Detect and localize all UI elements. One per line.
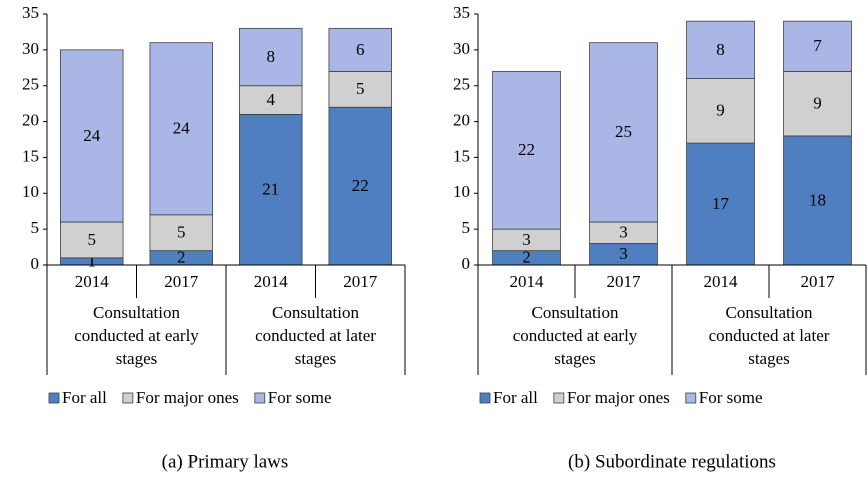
bar-segment <box>783 135 852 266</box>
y-tick-label: 5 <box>462 218 471 237</box>
data-label: 25 <box>615 122 632 141</box>
y-tick-label: 5 <box>31 218 40 237</box>
y-tick-label: 0 <box>462 254 471 273</box>
bar-segment <box>328 27 392 72</box>
legend-label: For some <box>268 388 332 407</box>
legend-label: For major ones <box>136 388 239 407</box>
y-tick-label: 20 <box>22 110 39 129</box>
bar-segment <box>783 70 852 137</box>
bar-segment <box>149 214 213 252</box>
x-tick-label: 2017 <box>343 272 378 291</box>
group-label-box: Consultation conducted at later stages <box>255 303 376 368</box>
data-label: 22 <box>352 176 369 195</box>
legend-label: For all <box>493 388 538 407</box>
y-tick-label: 25 <box>22 75 39 94</box>
data-label: 17 <box>712 194 730 213</box>
x-tick-label: 2017 <box>801 272 836 291</box>
y-tick-label: 15 <box>22 146 39 165</box>
data-label: 4 <box>267 90 276 109</box>
y-tick-label: 25 <box>453 75 470 94</box>
data-label: 6 <box>356 40 365 59</box>
legend-label: For all <box>62 388 107 407</box>
bar-segment <box>686 142 755 266</box>
legend-label: For some <box>699 388 763 407</box>
data-label: 5 <box>356 79 365 98</box>
x-tick-label: 2014 <box>254 272 289 291</box>
legend-swatch <box>48 392 60 404</box>
bar-segment <box>328 106 392 266</box>
data-label: 3 <box>619 223 628 242</box>
y-tick-label: 20 <box>453 110 470 129</box>
group-label: Consultation conducted at later stages <box>255 303 376 368</box>
data-label: 9 <box>716 101 725 120</box>
group-label: Consultation conducted at early stages <box>74 303 199 368</box>
bar-segment <box>783 20 852 72</box>
y-tick-label: 30 <box>453 39 470 58</box>
data-label: 18 <box>809 190 826 209</box>
data-label: 3 <box>619 244 628 263</box>
bar-segment <box>239 27 303 87</box>
y-tick-label: 10 <box>22 182 39 201</box>
x-tick-label: 2014 <box>75 272 110 291</box>
bar-segment <box>589 42 658 223</box>
y-tick-label: 35 <box>22 3 39 22</box>
y-tick-label: 35 <box>453 3 470 22</box>
group-label-box: Consultation conducted at early stages <box>74 303 199 368</box>
y-tick-label: 10 <box>453 182 470 201</box>
legend-swatch <box>122 392 134 404</box>
data-label: 21 <box>262 180 279 199</box>
data-label: 22 <box>518 140 535 159</box>
bar-segment <box>492 70 561 230</box>
y-tick-label: 0 <box>31 254 40 273</box>
y-tick-label: 15 <box>453 146 470 165</box>
legend-swatch <box>254 392 266 404</box>
legend-swatch <box>553 392 565 404</box>
data-label: 7 <box>813 36 822 55</box>
data-label: 24 <box>173 119 191 138</box>
x-tick-label: 2014 <box>510 272 545 291</box>
group-label-box: Consultation conducted at later stages <box>708 303 830 368</box>
data-label: 8 <box>716 40 725 59</box>
data-label: 8 <box>267 47 276 66</box>
bar-segment <box>239 114 303 266</box>
x-tick-label: 2014 <box>704 272 739 291</box>
data-label: 1 <box>88 251 97 270</box>
caption: (b) Subordinate regulations <box>568 451 776 472</box>
data-label: 2 <box>522 248 531 267</box>
bar-segment <box>239 85 303 115</box>
group-label: Consultation conducted at later stages <box>708 303 830 368</box>
caption: (a) Primary laws <box>162 451 289 472</box>
data-label: 5 <box>88 230 97 249</box>
bar-segment <box>60 221 124 259</box>
bar-segment <box>149 42 213 216</box>
data-label: 5 <box>177 223 186 242</box>
group-label-box: Consultation conducted at early stages <box>512 303 638 368</box>
bar-segment <box>328 70 392 108</box>
legend-swatch <box>479 392 491 404</box>
data-label: 9 <box>813 94 822 113</box>
y-tick-label: 30 <box>22 39 39 58</box>
bar-segment <box>686 20 755 79</box>
bar-segment <box>60 49 124 223</box>
data-label: 2 <box>177 248 186 267</box>
data-label: 24 <box>83 126 101 145</box>
data-label: 3 <box>522 230 531 249</box>
group-label: Consultation conducted at early stages <box>512 303 638 368</box>
bar-segment <box>686 78 755 144</box>
x-tick-label: 2017 <box>607 272 642 291</box>
legend-swatch <box>685 392 697 404</box>
legend-label: For major ones <box>567 388 670 407</box>
x-tick-label: 2017 <box>164 272 199 291</box>
